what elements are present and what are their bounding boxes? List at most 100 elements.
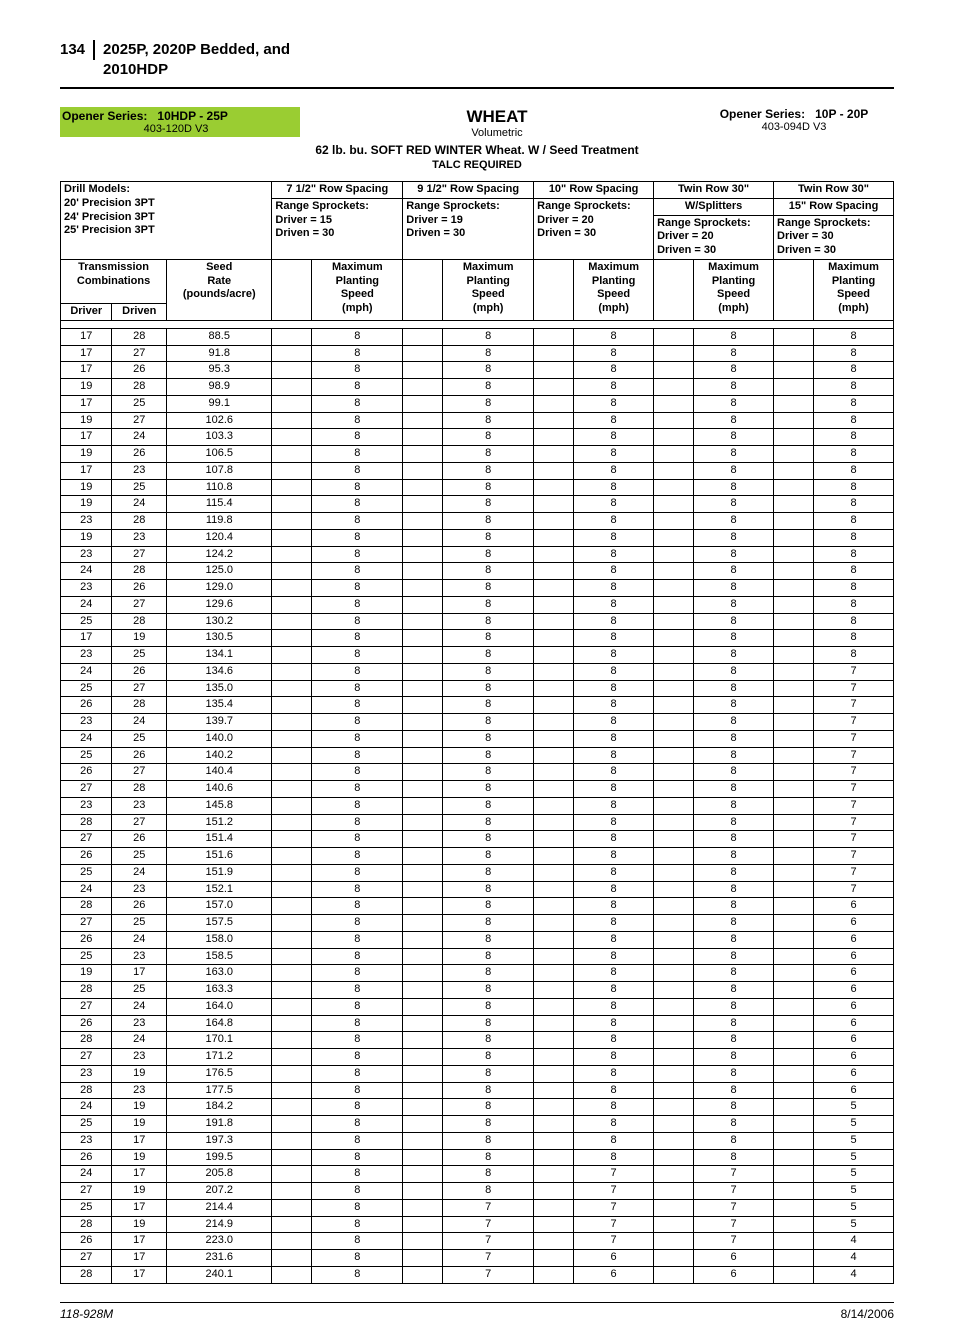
table-row: 2423152.188887 xyxy=(61,881,894,898)
table-row: 2517214.487775 xyxy=(61,1199,894,1216)
spacing-0-range: Range Sprockets: xyxy=(275,200,399,214)
table-row: 2323145.888887 xyxy=(61,797,894,814)
table-row: 2328119.888888 xyxy=(61,513,894,530)
table-row: 2625151.688887 xyxy=(61,848,894,865)
table-row: 2317197.388885 xyxy=(61,1132,894,1149)
top-info-row: Opener Series: 10HDP - 25P 403-120D V3 W… xyxy=(60,107,894,139)
table-row: 172599.188888 xyxy=(61,395,894,412)
spacing-1-range: Range Sprockets: xyxy=(406,200,530,214)
drill-model-2: 25' Precision 3PT xyxy=(64,224,268,238)
table-row: 2326129.088888 xyxy=(61,580,894,597)
driven-header: Driven xyxy=(112,304,167,321)
table-row: 2426134.688887 xyxy=(61,663,894,680)
spacing-2-range: Range Sprockets: xyxy=(537,200,650,214)
table-row: 1724103.388888 xyxy=(61,429,894,446)
table-row: 2725157.588886 xyxy=(61,915,894,932)
table-row: 2624158.088886 xyxy=(61,931,894,948)
spacing-4-sub: 15" Row Spacing xyxy=(774,198,894,215)
crop-title: WHEAT xyxy=(300,107,694,127)
opener-left-label: Opener Series: xyxy=(62,109,147,123)
page-number: 134 xyxy=(60,40,95,60)
table-row: 2719207.288775 xyxy=(61,1183,894,1200)
table-row: 2819214.987775 xyxy=(61,1216,894,1233)
table-row: 1723107.888888 xyxy=(61,462,894,479)
table-row: 2723171.288886 xyxy=(61,1049,894,1066)
page-title: 2025P, 2020P Bedded, and 2010HDP xyxy=(103,40,323,79)
spacing-0-driver: Driver = 15 xyxy=(275,214,399,228)
trans-label-2: Combinations xyxy=(64,275,163,289)
table-row: 1917163.088886 xyxy=(61,965,894,982)
seed-rate-table: Drill Models: 20' Precision 3PT 24' Prec… xyxy=(60,181,894,1284)
spacing-0-title: 7 1/2" Row Spacing xyxy=(272,182,403,199)
footer-right: 8/14/2006 xyxy=(841,1307,894,1321)
opener-series-right: Opener Series: 10P - 20P 403-094D V3 xyxy=(694,107,894,133)
footer-left: 118-928M xyxy=(60,1307,113,1321)
table-row: 1925110.888888 xyxy=(61,479,894,496)
table-row: 2619199.588885 xyxy=(61,1149,894,1166)
table-row: 2628135.488887 xyxy=(61,697,894,714)
crop-sub: Volumetric xyxy=(300,127,694,139)
table-row: 2827151.288887 xyxy=(61,814,894,831)
center-title: WHEAT Volumetric xyxy=(300,107,694,139)
table-row: 1923120.488888 xyxy=(61,529,894,546)
spacing-2-driven: Driven = 30 xyxy=(537,227,650,241)
page-footer: 118-928M 8/14/2006 xyxy=(60,1302,894,1321)
opener-right-label: Opener Series: xyxy=(720,107,805,121)
spacing-3-driver: Driver = 20 xyxy=(657,230,770,244)
table-row: 2623164.888886 xyxy=(61,1015,894,1032)
table-row: 2627140.488887 xyxy=(61,764,894,781)
talc-required: TALC REQUIRED xyxy=(60,159,894,171)
page-header: 134 2025P, 2020P Bedded, and 2010HDP xyxy=(60,40,894,89)
spacing-3-driven: Driven = 30 xyxy=(657,244,770,258)
table-row: 2817240.187664 xyxy=(61,1266,894,1283)
seed-rate-1: Seed xyxy=(170,261,268,275)
table-row: 2319176.588886 xyxy=(61,1065,894,1082)
table-row: 2826157.088886 xyxy=(61,898,894,915)
table-row: 2823177.588886 xyxy=(61,1082,894,1099)
spacing-3-title: Twin Row 30" xyxy=(654,182,774,199)
spacing-4-title: Twin Row 30" xyxy=(774,182,894,199)
spacing-3-sub: W/Splitters xyxy=(654,198,774,215)
seed-rate-2: Rate xyxy=(170,275,268,289)
table-row: 2528130.288888 xyxy=(61,613,894,630)
opener-left-value: 10HDP - 25P xyxy=(157,109,227,123)
table-row: 2428125.088888 xyxy=(61,563,894,580)
table-row: 2427129.688888 xyxy=(61,596,894,613)
drill-models-label: Drill Models: xyxy=(64,183,268,197)
table-row: 2724164.088886 xyxy=(61,998,894,1015)
table-row: 2325134.188888 xyxy=(61,647,894,664)
table-row: 2523158.588886 xyxy=(61,948,894,965)
opener-right-code: 403-094D V3 xyxy=(694,121,894,133)
table-row: 1719130.588888 xyxy=(61,630,894,647)
table-row: 2519191.888885 xyxy=(61,1116,894,1133)
spacing-2-title: 10" Row Spacing xyxy=(534,182,654,199)
spacing-1-driver: Driver = 19 xyxy=(406,214,530,228)
table-row: 2728140.688887 xyxy=(61,781,894,798)
table-row: 2825163.388886 xyxy=(61,982,894,999)
trans-label-1: Transmission xyxy=(64,261,163,275)
table-row: 2419184.288885 xyxy=(61,1099,894,1116)
table-row: 1927102.688888 xyxy=(61,412,894,429)
table-row: 2526140.288887 xyxy=(61,747,894,764)
table-row: 2324139.788887 xyxy=(61,714,894,731)
table-row: 2617223.087774 xyxy=(61,1233,894,1250)
drill-model-1: 24' Precision 3PT xyxy=(64,211,268,225)
drill-model-0: 20' Precision 3PT xyxy=(64,197,268,211)
opener-left-code: 403-120D V3 xyxy=(62,123,290,135)
opener-series-left: Opener Series: 10HDP - 25P 403-120D V3 xyxy=(60,107,300,137)
table-row: 2425140.088887 xyxy=(61,730,894,747)
table-row: 2717231.687664 xyxy=(61,1250,894,1267)
table-row: 172695.388888 xyxy=(61,362,894,379)
spacing-1-driven: Driven = 30 xyxy=(406,227,530,241)
table-row: 2824170.188886 xyxy=(61,1032,894,1049)
table-row: 1926106.588888 xyxy=(61,446,894,463)
table-row: 1924115.488888 xyxy=(61,496,894,513)
spacing-3-range: Range Sprockets: xyxy=(657,217,770,231)
table-row: 172791.888888 xyxy=(61,345,894,362)
spacing-1-title: 9 1/2" Row Spacing xyxy=(403,182,534,199)
seed-description: 62 lb. bu. SOFT RED WINTER Wheat. W / Se… xyxy=(60,143,894,157)
table-row: 192898.988888 xyxy=(61,379,894,396)
table-row: 172888.588888 xyxy=(61,328,894,345)
table-row: 2417205.888775 xyxy=(61,1166,894,1183)
table-row: 2327124.288888 xyxy=(61,546,894,563)
